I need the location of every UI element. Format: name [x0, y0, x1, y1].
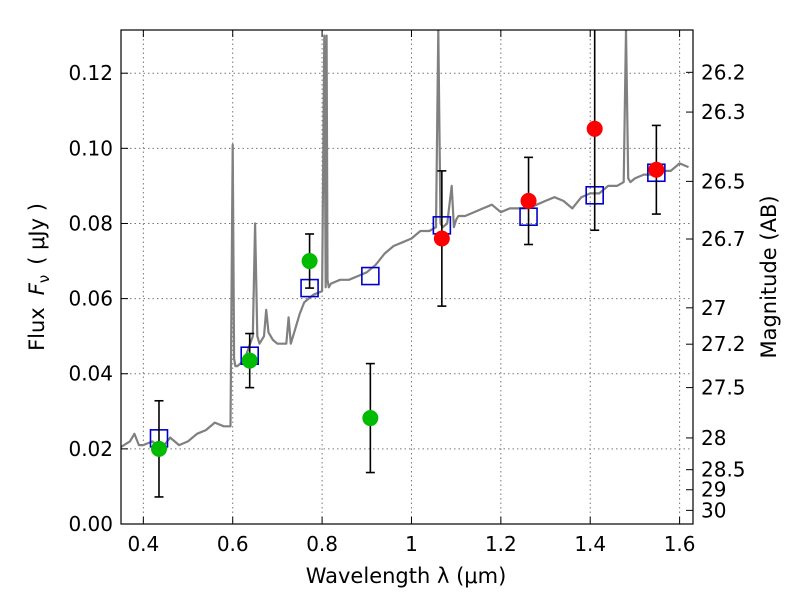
data-point	[241, 352, 258, 369]
model-square-marker	[361, 266, 380, 286]
y-axis-label-var: F	[25, 282, 49, 295]
y-tick-label: 0.06	[68, 287, 113, 311]
y2-tick-label: 29	[701, 478, 726, 502]
grid	[121, 30, 693, 525]
y-tick-label: 0.02	[68, 437, 113, 461]
y-axis-label: Flux Fν ( μJy )	[25, 203, 53, 351]
y-tick-label: 0.08	[68, 211, 113, 235]
y2-tick-label: 27	[701, 296, 726, 320]
y-tick-label: 0.12	[68, 61, 113, 85]
plot-frame	[120, 29, 694, 525]
y-axis-label-prefix: Flux	[25, 307, 49, 351]
data-point	[362, 410, 379, 427]
y-tick-label: 0.04	[68, 362, 113, 386]
data-point	[433, 230, 450, 247]
data-point	[301, 253, 318, 270]
y2-tick-label: 28	[701, 426, 726, 450]
y2-tick-label: 26.5	[701, 169, 746, 193]
y-axis-label-unit: ( μJy )	[25, 203, 49, 265]
data-point	[648, 161, 665, 178]
data-point	[520, 192, 537, 209]
x-tick-label: 1	[405, 532, 418, 556]
y-axis-label-sub: ν	[35, 275, 53, 283]
y2-tick-label: 27.5	[701, 376, 746, 400]
plot-area	[121, 30, 689, 498]
x-axis-label: Wavelength λ (μm)	[306, 564, 507, 588]
x-tick-label: 1.4	[574, 532, 606, 556]
data-point	[150, 440, 167, 457]
y2-tick-label: 26.7	[701, 227, 746, 251]
y2-tick-label: 26.3	[701, 100, 746, 124]
y2-tick-label: 30	[701, 498, 726, 522]
x-tick-label: 1.6	[664, 532, 696, 556]
x-tick-label: 0.6	[217, 532, 249, 556]
y2-tick-label: 26.2	[701, 60, 746, 84]
y2-tick-label: 27.2	[701, 332, 746, 356]
x-tick-label: 0.8	[306, 532, 338, 556]
x-tick-label: 1.2	[485, 532, 517, 556]
y-tick-label: 0.00	[68, 512, 113, 536]
y2-axis-label: Magnitude (AB)	[757, 195, 781, 358]
spectrum-line	[121, 30, 689, 450]
axis-ticks: 0.4 0.6 0.8 1 1.2 1.4 1.6 0.00 0.02 0.04 0.06 0.08 0…	[68, 30, 746, 556]
y2-tick-label: 28.5	[701, 458, 746, 482]
y-tick-label: 0.10	[68, 136, 113, 160]
x-tick-label: 0.4	[127, 532, 159, 556]
data-point	[586, 120, 603, 137]
